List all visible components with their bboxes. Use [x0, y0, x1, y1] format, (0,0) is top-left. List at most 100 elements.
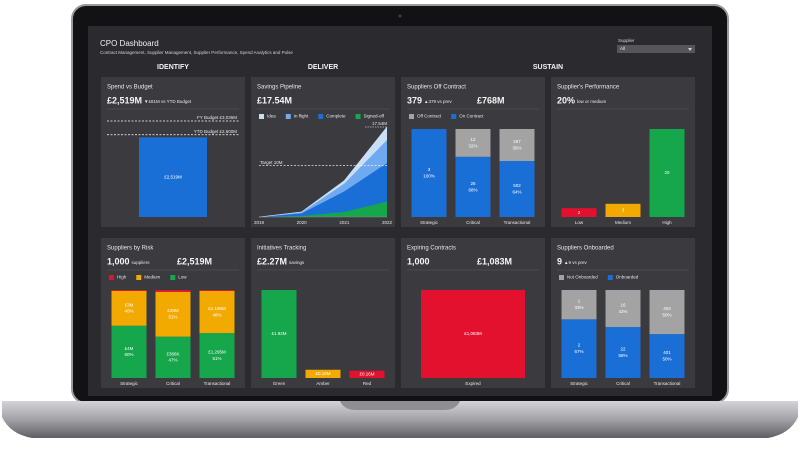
- legend-swatch: [259, 114, 264, 119]
- bar-segment: [605, 327, 641, 378]
- bar-label: £0.18M: [315, 371, 330, 376]
- kpi-note: low or medium: [577, 99, 607, 104]
- segment-label: 51%: [168, 315, 177, 320]
- panel-title: Suppliers Off Contract: [407, 85, 466, 91]
- budget-label: YTD Budget £2,600M: [194, 129, 238, 134]
- bar-segment: [155, 291, 191, 337]
- segment-label: 50%: [662, 312, 671, 317]
- legend-label: Onboarded: [616, 275, 639, 280]
- x-tick-label: Medium: [615, 220, 631, 225]
- panel-title: Initiatives Tracking: [257, 246, 306, 252]
- x-tick-label: 2022: [382, 220, 393, 225]
- x-tick-label: Critical: [466, 220, 480, 225]
- segment-label: 12: [470, 137, 476, 142]
- bar-segment: [199, 290, 235, 291]
- area-fill: [259, 163, 387, 217]
- camera: [398, 14, 402, 18]
- kpi-value: 1,000: [407, 256, 430, 266]
- kpi-note: ▲379 vs prev: [424, 99, 452, 104]
- legend-swatch: [109, 275, 114, 280]
- bar-segment: [455, 156, 491, 217]
- legend-label: In flight: [294, 114, 309, 119]
- bar-label: £1.92M: [271, 331, 286, 336]
- x-tick-label: Expired: [465, 381, 481, 386]
- bar-segment: [455, 129, 491, 157]
- segment-label: £1,185M: [208, 306, 226, 311]
- area-fill: [259, 140, 387, 217]
- legend-label: Off Contract: [417, 114, 442, 119]
- legend-swatch: [318, 114, 324, 119]
- segment-label: 100%: [423, 173, 435, 178]
- kpi-value: 20%: [557, 95, 575, 105]
- x-tick-label: Strategic: [420, 220, 439, 225]
- section-header: SUSTAIN: [533, 64, 563, 71]
- legend-label: Complete: [326, 114, 346, 119]
- budget-label: FY Budget £3,036M: [197, 115, 237, 120]
- segment-label: £366K: [166, 351, 179, 356]
- total-label: 17.54M: [372, 121, 387, 126]
- segment-label: 2: [578, 343, 581, 348]
- bar-segment: [561, 319, 597, 378]
- bar: [261, 290, 297, 378]
- bar: [605, 203, 641, 217]
- legend-swatch: [451, 114, 457, 119]
- legend-label: Medium: [144, 275, 160, 280]
- legend-label: High: [117, 275, 127, 280]
- x-tick-label: Critical: [616, 381, 630, 386]
- segment-label: 68%: [468, 187, 477, 192]
- segment-label: 287: [513, 139, 521, 144]
- panel-title: Suppliers Onboarded: [557, 246, 614, 252]
- segment-label: 64%: [512, 189, 521, 194]
- legend-label: Idea: [267, 114, 276, 119]
- segment-label: 40%: [124, 309, 133, 314]
- dashboard-subtitle: Contract Management, Supplier Management…: [100, 50, 293, 55]
- segment-label: 32%: [468, 143, 477, 148]
- dashboard-title: CPO Dashboard: [100, 39, 159, 48]
- bar-segment: [199, 333, 235, 378]
- x-tick-label: Green: [273, 381, 286, 386]
- bar-segment: [561, 290, 597, 320]
- bar-segment: [605, 290, 641, 328]
- bar-segment: [111, 290, 147, 291]
- kpi-value: 9: [557, 256, 562, 266]
- filter-value[interactable]: All: [620, 46, 625, 51]
- bar-segment: [411, 129, 447, 217]
- laptop-base: [2, 401, 798, 438]
- bar-label: 20: [664, 170, 670, 175]
- segment-label: £39M: [167, 308, 179, 313]
- segment-label: 50%: [662, 356, 671, 361]
- bar-segment: [199, 290, 235, 334]
- bar-segment: [649, 290, 685, 335]
- bar-segment: [499, 161, 535, 217]
- kpi-note: suppliers: [132, 260, 151, 265]
- x-tick-label: Critical: [166, 381, 180, 386]
- kpi-value: £768M: [477, 95, 505, 105]
- kpi-note: savings: [289, 260, 305, 265]
- panel-title: Spend vs Budget: [107, 85, 153, 91]
- segment-label: 33%: [574, 305, 583, 310]
- kpi-value: £2,519M: [177, 256, 212, 266]
- segment-label: £3M: [125, 302, 134, 307]
- panel-title: Savings Pipeline: [257, 85, 302, 91]
- segment-label: 26: [470, 181, 476, 186]
- section-header: IDENTIFY: [157, 64, 189, 71]
- segment-label: 16: [620, 303, 626, 308]
- segment-label: 58%: [618, 353, 627, 358]
- legend-swatch: [170, 275, 176, 280]
- kpi-value: £2,519M: [107, 95, 142, 105]
- dropdown-arrow[interactable]: [688, 48, 692, 51]
- bar-segment: [111, 290, 147, 326]
- x-tick-label: 2019: [254, 220, 265, 225]
- filter-dropdown[interactable]: [617, 45, 695, 53]
- bar-label: £0.16M: [359, 372, 374, 377]
- segment-label: 22: [620, 347, 626, 352]
- kpi-value: £17.54M: [257, 95, 292, 105]
- target-label: Target 10M: [260, 160, 283, 165]
- section-header: DELIVER: [308, 64, 338, 71]
- legend-swatch: [285, 114, 291, 119]
- bar-label: £2,519M: [164, 174, 182, 179]
- bar-segment: [499, 129, 535, 162]
- segment-label: 48%: [212, 312, 221, 317]
- x-tick-label: 2020: [297, 220, 308, 225]
